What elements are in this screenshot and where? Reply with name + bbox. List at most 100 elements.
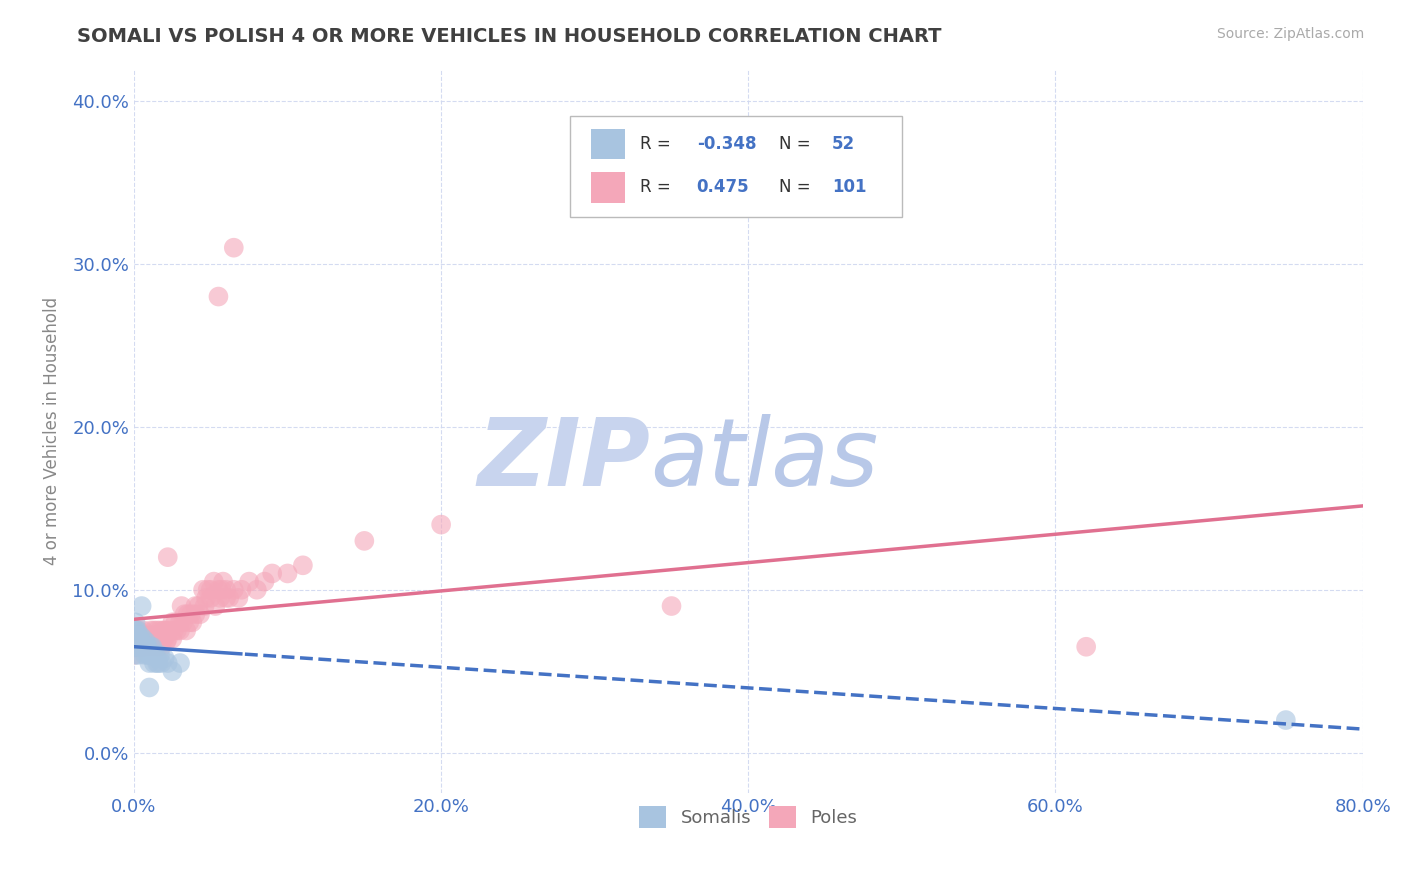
Point (145, 632, 167, 646)
Point (291, 558, 314, 573)
Point (132, 632, 155, 646)
Text: N =: N = (779, 178, 815, 196)
Point (207, 289, 229, 303)
Point (148, 656, 170, 670)
Point (179, 615, 201, 630)
Point (141, 640, 163, 654)
Point (132, 640, 155, 654)
Point (125, 624, 148, 638)
Point (134, 632, 156, 646)
Point (191, 582, 214, 597)
Point (353, 533, 375, 548)
Point (135, 640, 157, 654)
Point (124, 648, 146, 662)
Point (122, 628, 145, 642)
Point (134, 640, 156, 654)
Point (129, 632, 152, 646)
Point (135, 632, 157, 646)
Point (128, 648, 150, 662)
Point (169, 656, 191, 670)
Point (149, 624, 172, 638)
Point (150, 640, 173, 654)
Point (1076, 640, 1098, 654)
Point (136, 640, 159, 654)
Point (124, 615, 146, 630)
Point (125, 632, 148, 646)
Legend: Somalis, Poles: Somalis, Poles (631, 798, 865, 835)
Point (146, 656, 169, 670)
Point (162, 664, 184, 678)
Point (187, 599, 209, 613)
Point (156, 550, 179, 565)
Point (142, 656, 165, 670)
Point (135, 635, 157, 649)
Point (138, 656, 160, 670)
Point (197, 582, 219, 597)
Point (163, 624, 186, 638)
Point (138, 635, 160, 649)
Text: R =: R = (640, 135, 676, 153)
Point (122, 635, 145, 649)
Point (156, 632, 179, 646)
Point (141, 648, 163, 662)
Point (170, 599, 193, 613)
Point (125, 632, 148, 646)
Point (128, 635, 150, 649)
Point (1275, 713, 1298, 727)
Point (142, 632, 165, 646)
Y-axis label: 4 or more Vehicles in Household: 4 or more Vehicles in Household (44, 297, 60, 565)
Point (125, 628, 148, 642)
Point (169, 615, 191, 630)
Point (132, 640, 155, 654)
Point (152, 632, 174, 646)
FancyBboxPatch shape (591, 128, 626, 159)
Point (136, 628, 159, 642)
Point (204, 599, 226, 613)
Point (146, 651, 169, 665)
Text: ZIP: ZIP (477, 414, 650, 506)
Point (128, 624, 150, 638)
Point (177, 607, 200, 622)
Point (211, 582, 233, 597)
Point (124, 624, 146, 638)
Point (148, 640, 170, 654)
Point (208, 591, 231, 605)
Point (131, 635, 153, 649)
Text: Source: ZipAtlas.com: Source: ZipAtlas.com (1216, 27, 1364, 41)
Point (156, 656, 179, 670)
Point (222, 582, 245, 597)
Point (138, 681, 160, 695)
Point (238, 574, 260, 589)
Point (253, 574, 276, 589)
Point (184, 599, 207, 613)
Point (153, 632, 176, 646)
Point (138, 648, 160, 662)
Point (218, 591, 240, 605)
Point (661, 599, 683, 613)
Text: -0.348: -0.348 (697, 135, 756, 153)
Point (141, 628, 163, 642)
Point (152, 624, 174, 638)
Point (194, 599, 217, 613)
Point (122, 632, 145, 646)
Point (129, 628, 152, 642)
Text: 101: 101 (832, 178, 866, 196)
Point (135, 640, 157, 654)
Point (145, 648, 167, 662)
Point (150, 635, 173, 649)
Point (129, 640, 152, 654)
Text: R =: R = (640, 178, 676, 196)
Point (128, 640, 150, 654)
Point (165, 615, 187, 630)
Point (129, 640, 152, 654)
Point (139, 624, 162, 638)
Point (146, 624, 169, 638)
Point (125, 640, 148, 654)
Point (128, 640, 150, 654)
Point (212, 574, 235, 589)
Point (134, 640, 156, 654)
Point (153, 651, 176, 665)
Point (195, 591, 218, 605)
FancyBboxPatch shape (591, 172, 626, 202)
Point (131, 599, 153, 613)
